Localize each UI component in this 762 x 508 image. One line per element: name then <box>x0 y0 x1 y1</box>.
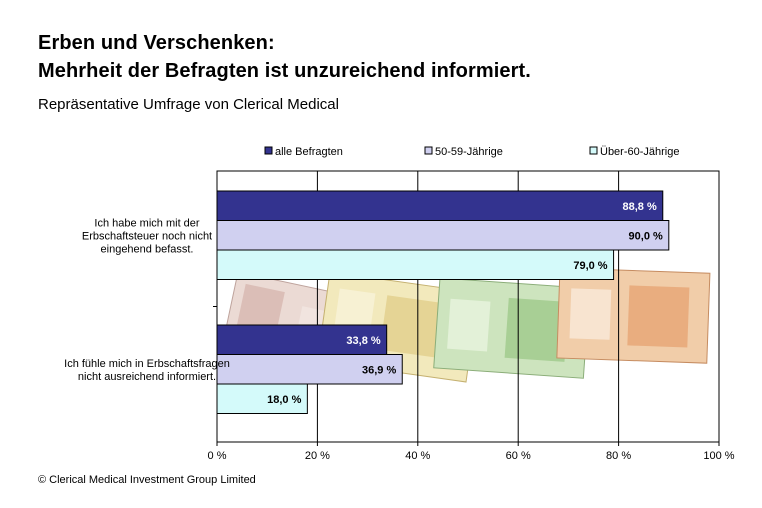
legend-label: alle Befragten <box>275 146 343 158</box>
legend-label: Über-60-Jährige <box>600 146 679 158</box>
legend-swatch <box>589 146 598 155</box>
bar-value-label: 88,8 % <box>623 201 657 213</box>
category-label: eingehend befasst. <box>101 243 194 255</box>
x-tick-label: 0 % <box>208 450 227 462</box>
bar <box>216 190 664 221</box>
x-tick-label: 20 % <box>305 450 330 462</box>
x-tick-label: 100 % <box>703 450 734 462</box>
bar-value-label: 36,9 % <box>362 364 396 376</box>
page-title-line2: Mehrheit der Befragten ist unzureichend … <box>38 60 531 82</box>
x-tick-label: 80 % <box>606 450 631 462</box>
category-label: nicht ausreichend informiert. <box>78 371 216 383</box>
bar <box>216 249 615 280</box>
x-tick-label: 40 % <box>405 450 430 462</box>
bar <box>216 383 308 414</box>
bar-value-label: 33,8 % <box>346 335 380 347</box>
bar <box>216 354 403 385</box>
page-title-line1: Erben und Verschenken: <box>38 32 275 54</box>
category-label: Erbschaftsteuer noch nicht <box>82 230 212 242</box>
copyright-footer: © Clerical Medical Investment Group Limi… <box>38 474 256 486</box>
legend-swatch <box>424 146 433 155</box>
page-subtitle: Repräsentative Umfrage von Clerical Medi… <box>38 96 339 113</box>
bar-value-label: 18,0 % <box>267 394 301 406</box>
bar <box>216 220 670 251</box>
x-tick-label: 60 % <box>506 450 531 462</box>
bar-value-label: 79,0 % <box>573 260 607 272</box>
legend-label: 50-59-Jährige <box>435 146 503 158</box>
category-label: Ich habe mich mit der <box>94 217 199 229</box>
legend-swatch <box>264 146 273 155</box>
bar-value-label: 90,0 % <box>629 230 663 242</box>
category-label: Ich fühle mich in Erbschaftsfragen <box>64 358 230 370</box>
